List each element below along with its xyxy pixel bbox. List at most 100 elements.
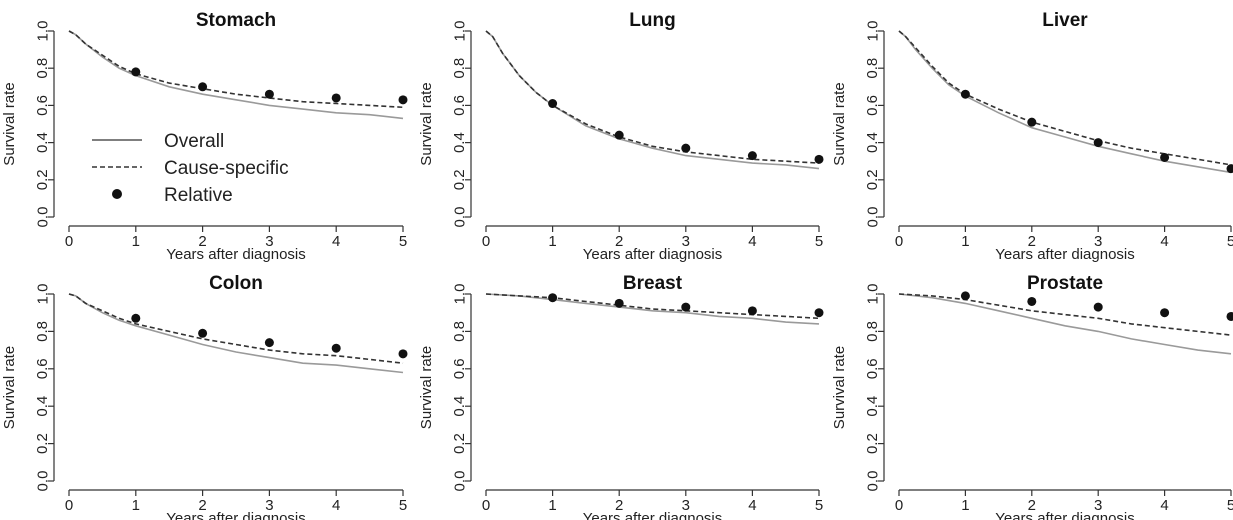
panel-breast-y-tick-label: 0.6 bbox=[451, 358, 468, 379]
panel-liver-y-tick-label: 0.0 bbox=[864, 207, 881, 228]
panel-liver-x-tick-label: 4 bbox=[1160, 233, 1168, 250]
panel-breast-relative-point bbox=[814, 308, 824, 318]
panel-colon-relative-point bbox=[398, 349, 408, 359]
panel-stomach-x-tick-label: 4 bbox=[332, 233, 340, 250]
panel-lung-y-tick-label: 0.4 bbox=[451, 132, 468, 153]
panel-colon-x-tick-label: 4 bbox=[332, 497, 340, 514]
panel-breast-x-tick-label: 1 bbox=[548, 497, 556, 514]
panel-liver-y-tick-label: 0.6 bbox=[864, 95, 881, 116]
panel-prostate-y-tick-label: 1.0 bbox=[864, 284, 881, 305]
panel-liver-x-tick-label: 3 bbox=[1094, 233, 1102, 250]
legend-overall-label: Overall bbox=[164, 131, 224, 152]
panel-liver-x-tick-label: 2 bbox=[1028, 233, 1036, 250]
panel-stomach-relative-point bbox=[264, 89, 274, 99]
panel-breast-relative-point bbox=[614, 298, 624, 308]
panel-colon-x-axis-label: Years after diagnosis bbox=[166, 510, 306, 520]
panel-breast-overall-line bbox=[485, 293, 820, 325]
panel-stomach-x-axis-label: Years after diagnosis bbox=[166, 246, 306, 263]
panel-stomach-x-tick-label: 2 bbox=[198, 233, 206, 250]
panel-lung-x-tick-label: 1 bbox=[548, 233, 556, 250]
panel-lung-x-axis-label: Years after diagnosis bbox=[583, 246, 723, 263]
panel-colon-x-tick-label: 0 bbox=[65, 497, 73, 514]
panel-stomach-x-tick-label: 1 bbox=[132, 233, 140, 250]
panel-prostate-y-tick-label: 0.4 bbox=[864, 396, 881, 417]
panel-liver-y-tick-label: 0.2 bbox=[864, 169, 881, 190]
panel-colon-relative-point bbox=[264, 338, 274, 348]
legend-relative-label: Relative bbox=[164, 185, 233, 206]
panel-colon-title: Colon bbox=[209, 273, 263, 294]
panel-lung-y-tick-label: 0.2 bbox=[451, 169, 468, 190]
panel-stomach-relative-point bbox=[131, 67, 141, 77]
panel-stomach-y-tick-label: 0.2 bbox=[34, 169, 51, 190]
panel-lung-relative-point bbox=[814, 154, 824, 164]
panel-breast-x-tick-label: 4 bbox=[748, 497, 756, 514]
panel-breast-x-tick-label: 5 bbox=[815, 497, 823, 514]
panel-liver-title: Liver bbox=[1042, 10, 1088, 31]
panel-stomach-relative-point bbox=[198, 82, 208, 92]
legend-point-marker bbox=[112, 189, 122, 199]
panel-colon-y-tick-label: 1.0 bbox=[34, 284, 51, 305]
panel-breast-y-axis-label: Survival rate bbox=[418, 346, 435, 429]
panel-lung-title: Lung bbox=[629, 10, 675, 31]
panel-liver-y-axis-label: Survival rate bbox=[831, 82, 848, 165]
panel-stomach-y-tick-label: 0.0 bbox=[34, 207, 51, 228]
panel-colon-overall-line bbox=[68, 293, 404, 374]
panel-liver-cause-specific-line bbox=[898, 30, 1232, 166]
panel-prostate-overall-line bbox=[898, 293, 1232, 355]
panel-stomach-relative-point bbox=[331, 93, 341, 103]
panel-prostate-relative-point bbox=[1226, 311, 1233, 321]
panel-colon-relative-point bbox=[131, 313, 141, 323]
panel-stomach-overall-line bbox=[68, 30, 404, 120]
panel-prostate-x-tick-label: 1 bbox=[961, 497, 969, 514]
panel-breast-x-tick-label: 2 bbox=[615, 497, 623, 514]
panel-breast-y-tick-label: 0.2 bbox=[451, 433, 468, 454]
panel-colon-y-tick-label: 0.4 bbox=[34, 396, 51, 417]
panel-stomach-y-tick-label: 0.8 bbox=[34, 58, 51, 79]
panel-lung-x-tick-label: 3 bbox=[682, 233, 690, 250]
legend-cause-specific-label: Cause-specific bbox=[164, 158, 289, 179]
panel-liver-y-tick-label: 0.8 bbox=[864, 58, 881, 79]
panel-prostate-y-tick-label: 0.6 bbox=[864, 358, 881, 379]
panel-stomach-y-tick-label: 0.6 bbox=[34, 95, 51, 116]
panel-stomach-y-tick-label: 1.0 bbox=[34, 21, 51, 42]
panel-colon-y-tick-label: 0.0 bbox=[34, 471, 51, 492]
panel-colon-y-tick-label: 0.8 bbox=[34, 321, 51, 342]
panel-lung-y-tick-label: 0.6 bbox=[451, 95, 468, 116]
panel-lung-x-tick-label: 0 bbox=[482, 233, 490, 250]
panel-colon-relative-point bbox=[198, 328, 208, 338]
panel-colon-x-tick-label: 3 bbox=[265, 497, 273, 514]
panel-colon-x-tick-label: 5 bbox=[399, 497, 407, 514]
panel-liver: Liver 0 1 2 3 4 5 Years after diagnosis 0.0 0.2 0.… bbox=[831, 10, 1233, 263]
panel-liver-y-tick-label: 0.4 bbox=[864, 132, 881, 153]
panel-prostate-relative-point bbox=[960, 291, 970, 301]
panel-breast-x-tick-label: 0 bbox=[482, 497, 490, 514]
panel-lung-y-tick-label: 1.0 bbox=[451, 21, 468, 42]
panel-colon: Colon 0 1 2 3 4 5 Years after diagnosis 0.0 0.2 0.… bbox=[1, 273, 408, 520]
panel-lung-cause-specific-line bbox=[485, 30, 820, 164]
panel-liver-relative-point bbox=[960, 89, 970, 99]
panel-liver-relative-point bbox=[1160, 152, 1170, 162]
panel-prostate-y-tick-label: 0.2 bbox=[864, 433, 881, 454]
panel-breast: Breast 0 1 2 3 4 5 Years after diagnosis 0.0 0.2 0… bbox=[418, 273, 824, 520]
panel-prostate-x-tick-label: 2 bbox=[1028, 497, 1036, 514]
panel-lung-y-tick-label: 0.8 bbox=[451, 58, 468, 79]
panel-liver-x-tick-label: 5 bbox=[1227, 233, 1233, 250]
panel-lung-overall-line bbox=[485, 30, 820, 170]
panel-prostate-y-tick-label: 0.0 bbox=[864, 471, 881, 492]
panel-prostate-x-tick-label: 4 bbox=[1160, 497, 1168, 514]
panel-colon-relative-point bbox=[331, 343, 341, 353]
panel-breast-relative-point bbox=[747, 306, 757, 316]
panel-liver-x-tick-label: 0 bbox=[895, 233, 903, 250]
panel-stomach-cause-specific-line bbox=[68, 30, 404, 109]
panel-stomach-y-tick-label: 0.4 bbox=[34, 132, 51, 153]
panel-colon-y-tick-label: 0.6 bbox=[34, 358, 51, 379]
panel-lung-x-tick-label: 5 bbox=[815, 233, 823, 250]
panel-lung-relative-point bbox=[548, 99, 558, 109]
panel-breast-x-axis-label: Years after diagnosis bbox=[583, 510, 723, 520]
panel-stomach-x-tick-label: 5 bbox=[399, 233, 407, 250]
panel-liver-overall-line bbox=[898, 30, 1232, 174]
panel-prostate-relative-point bbox=[1027, 296, 1037, 306]
panel-prostate-x-tick-label: 5 bbox=[1227, 497, 1233, 514]
panel-lung-x-tick-label: 2 bbox=[615, 233, 623, 250]
panel-colon-cause-specific-line bbox=[68, 293, 404, 364]
